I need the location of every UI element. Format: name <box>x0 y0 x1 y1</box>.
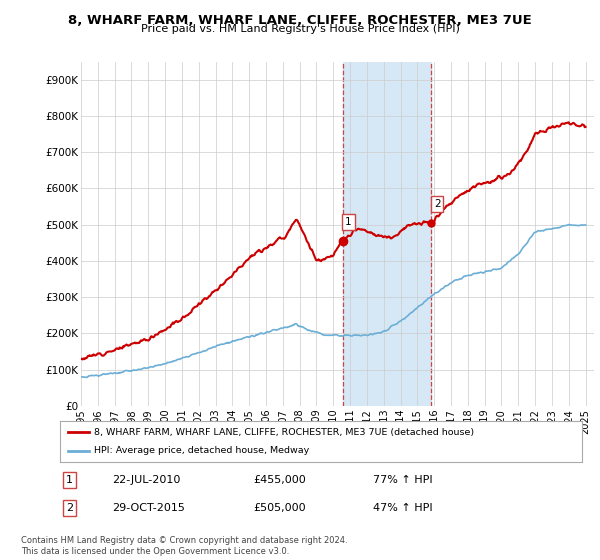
Bar <box>343 62 431 406</box>
Text: Price paid vs. HM Land Registry's House Price Index (HPI): Price paid vs. HM Land Registry's House … <box>140 24 460 34</box>
Text: 2: 2 <box>434 199 440 209</box>
Text: 1: 1 <box>345 217 352 227</box>
Text: 1: 1 <box>66 475 73 485</box>
Text: 47% ↑ HPI: 47% ↑ HPI <box>373 503 433 513</box>
Text: 29-OCT-2015: 29-OCT-2015 <box>112 503 185 513</box>
Text: 8, WHARF FARM, WHARF LANE, CLIFFE, ROCHESTER, ME3 7UE: 8, WHARF FARM, WHARF LANE, CLIFFE, ROCHE… <box>68 14 532 27</box>
Text: HPI: Average price, detached house, Medway: HPI: Average price, detached house, Medw… <box>94 446 309 455</box>
Text: £455,000: £455,000 <box>253 475 306 485</box>
Text: £505,000: £505,000 <box>253 503 306 513</box>
Text: 22-JUL-2010: 22-JUL-2010 <box>112 475 181 485</box>
Text: 77% ↑ HPI: 77% ↑ HPI <box>373 475 433 485</box>
Text: Contains HM Land Registry data © Crown copyright and database right 2024.
This d: Contains HM Land Registry data © Crown c… <box>21 536 347 556</box>
Text: 8, WHARF FARM, WHARF LANE, CLIFFE, ROCHESTER, ME3 7UE (detached house): 8, WHARF FARM, WHARF LANE, CLIFFE, ROCHE… <box>94 428 474 437</box>
Text: 2: 2 <box>66 503 73 513</box>
